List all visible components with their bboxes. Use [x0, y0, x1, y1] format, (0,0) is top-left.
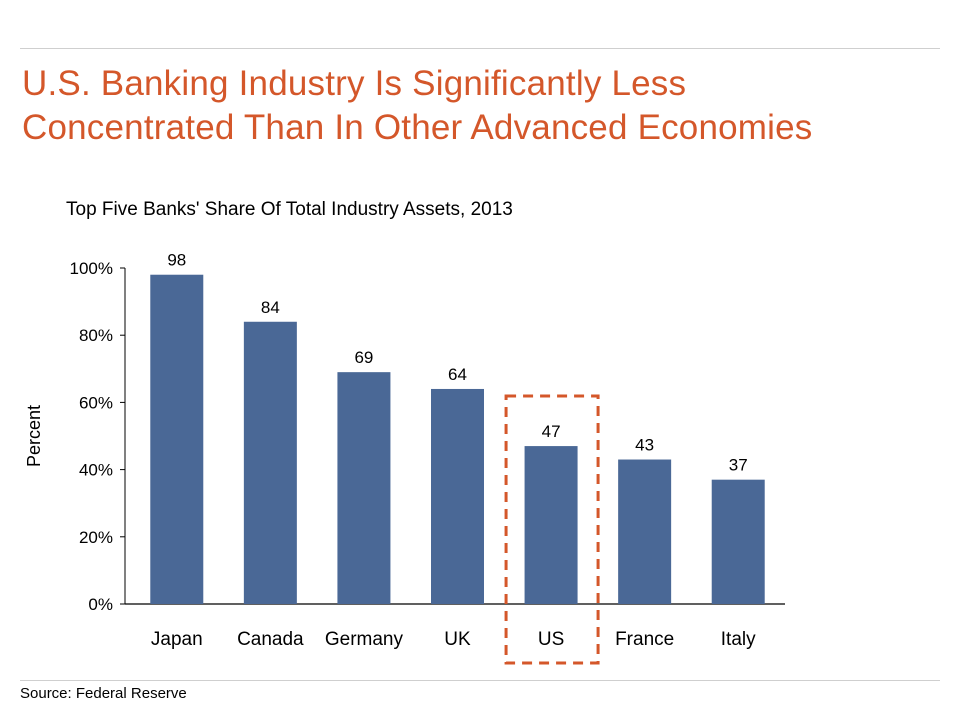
data-label: 64	[448, 365, 467, 384]
bar-italy	[711, 479, 765, 604]
y-tick-label: 60%	[79, 393, 113, 412]
x-tick-label: France	[615, 629, 674, 650]
bottom-divider	[20, 680, 940, 681]
data-label: 69	[354, 348, 373, 367]
y-tick-label: 100%	[70, 259, 113, 278]
data-label: 37	[729, 456, 748, 475]
y-tick-label: 20%	[79, 528, 113, 547]
x-tick-label: Italy	[721, 629, 756, 650]
x-tick-label: Canada	[237, 629, 304, 650]
x-tick-label: Japan	[151, 629, 203, 650]
data-label: 84	[261, 298, 280, 317]
y-tick-label: 40%	[79, 461, 113, 480]
bar-germany	[337, 372, 391, 604]
data-label: 98	[167, 251, 186, 270]
bar-uk	[431, 388, 484, 604]
x-tick-label: UK	[444, 629, 471, 650]
x-tick-label: US	[538, 629, 564, 650]
chart-subtitle: Top Five Banks' Share Of Total Industry …	[66, 199, 513, 220]
bar-canada	[243, 321, 297, 604]
data-label: 43	[635, 436, 654, 455]
y-axis-label: Percent	[24, 405, 44, 467]
bar-us	[524, 446, 578, 604]
x-tick-label: Germany	[325, 629, 404, 650]
bar-france	[618, 459, 672, 604]
top-divider	[20, 48, 940, 49]
y-tick-label: 80%	[79, 326, 113, 345]
page-title: U.S. Banking Industry Is Significantly L…	[22, 64, 813, 147]
source-note: Source: Federal Reserve	[20, 685, 187, 702]
y-tick-label: 0%	[88, 595, 113, 614]
highlight-box	[504, 394, 600, 665]
data-label: 47	[542, 422, 561, 441]
bar-japan	[150, 274, 204, 604]
